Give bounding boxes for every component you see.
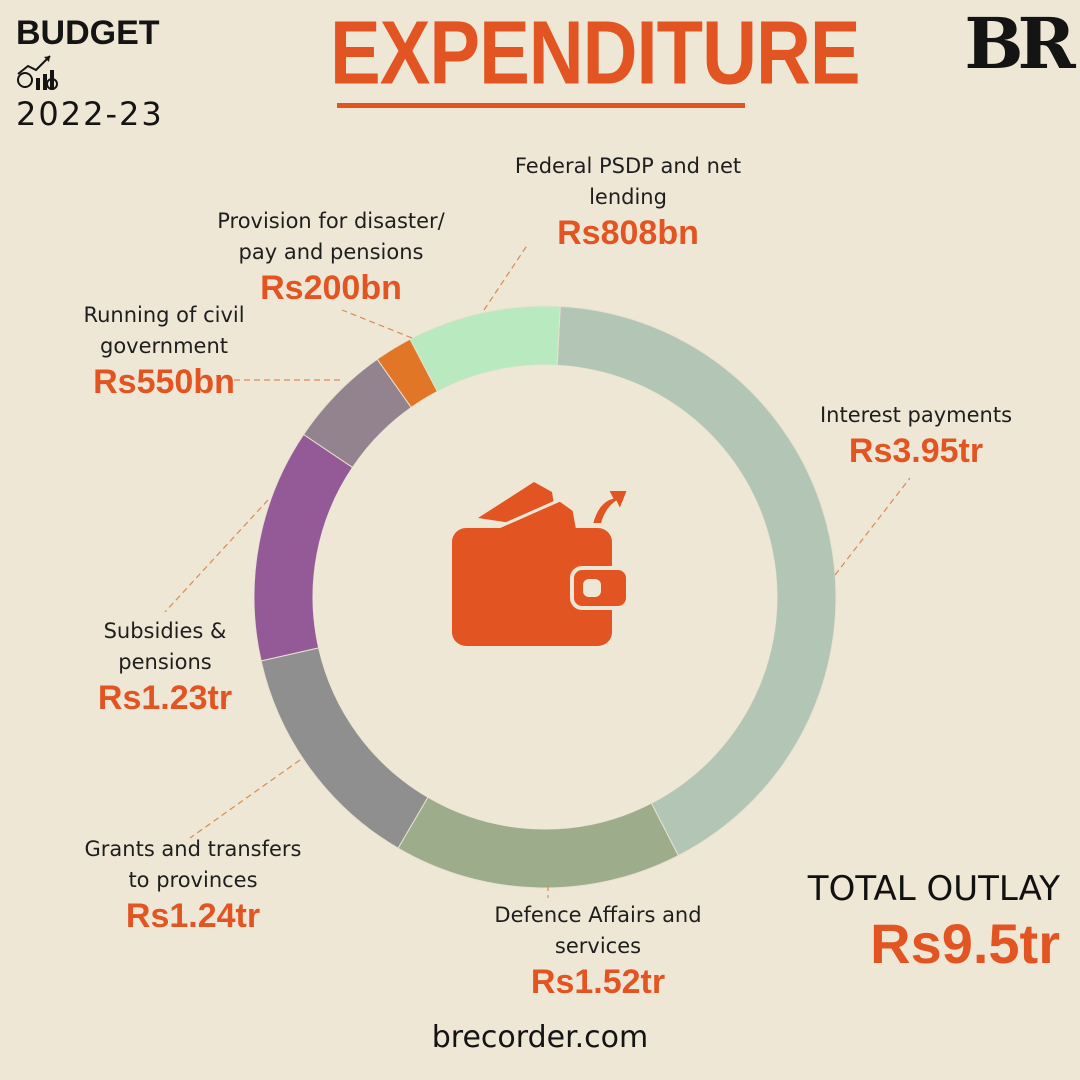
total-outlay-label: TOTAL OUTLAY — [807, 869, 1060, 909]
label-subsidies-pensions: Subsidies & pensions Rs1.23tr — [97, 619, 233, 717]
brand-year: 2022-23 — [16, 95, 164, 133]
total-outlay: TOTAL OUTLAY Rs9.5tr — [760, 866, 1060, 976]
brand-budget-text: BUDGET — [16, 14, 160, 52]
label-running-civil-govt: Running of civil government Rs550bn — [83, 303, 245, 401]
title-underline — [337, 103, 745, 108]
leader-line-4 — [164, 499, 269, 613]
label-interest-payments: Interest payments Rs3.95tr — [819, 403, 1013, 470]
leader-line-6 — [341, 309, 413, 339]
leader-line-1 — [834, 477, 911, 576]
budget-chart-icon — [17, 55, 58, 90]
total-outlay-value: Rs9.5tr — [870, 912, 1060, 975]
label-federal-psdp: Federal PSDP and net lending Rs808bn — [514, 154, 742, 252]
label-defence: Defence Affairs and services Rs1.52tr — [494, 903, 702, 1001]
footer-website: brecorder.com — [431, 1020, 649, 1055]
label-grants-transfers: Grants and transfers to provinces Rs1.24… — [84, 837, 302, 935]
label-provision-disaster: Provision for disaster/ pay and pensions… — [217, 209, 445, 307]
wallet-icon — [452, 482, 630, 646]
leader-line-7 — [483, 243, 529, 311]
brand-block: BUDGET 2022-23 — [16, 14, 206, 132]
leader-line-3 — [189, 759, 301, 839]
br-logo: BR — [964, 2, 1075, 85]
